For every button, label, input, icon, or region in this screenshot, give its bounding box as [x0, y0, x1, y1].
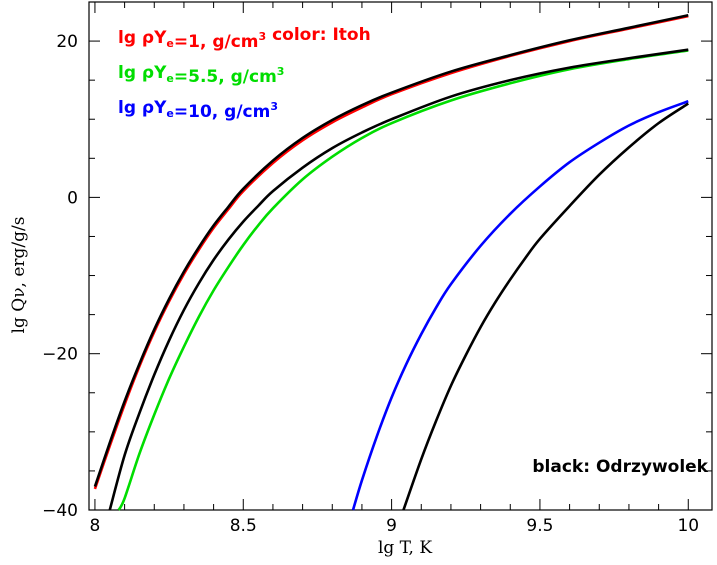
series-lines — [93, 14, 689, 511]
series-line-3 — [117, 49, 689, 511]
y-tick-label: 20 — [56, 32, 78, 52]
x-axis-label: lg T, K — [378, 538, 432, 558]
y-tick-label: −40 — [42, 501, 78, 521]
axes: 8 8.5 9 9.5 10 −40 −20 0 20 — [42, 1, 713, 536]
legend-entry-1: lg ρYe=1, g/cm3 color: Itoh — [118, 25, 371, 52]
y-tick-label: 0 — [67, 188, 78, 208]
plot-frame — [88, 1, 713, 511]
series-line-5 — [351, 100, 689, 511]
legend: lg ρYe=1, g/cm3 color: Itoh lg ρYe=5.5, g… — [118, 25, 371, 122]
x-tick-label: 8 — [90, 516, 101, 536]
series-line-6 — [402, 102, 689, 511]
x-tick-label: 10 — [677, 516, 699, 536]
y-axis-label: lg Qν, erg/g/s — [9, 217, 29, 334]
x-tick-label: 8.5 — [230, 516, 257, 536]
x-tick-label: 9.5 — [526, 516, 553, 536]
series-line-4 — [108, 48, 689, 511]
legend-entry-2: lg ρYe=5.5, g/cm3 — [118, 63, 284, 87]
x-tick-label: 9 — [386, 516, 397, 536]
annotation-odrzywolek: black: Odrzywolek — [532, 457, 708, 477]
series-line-2 — [93, 14, 689, 487]
legend-entry-3: lg ρYe=10, g/cm3 — [118, 98, 278, 122]
y-tick-label: −20 — [42, 345, 78, 365]
